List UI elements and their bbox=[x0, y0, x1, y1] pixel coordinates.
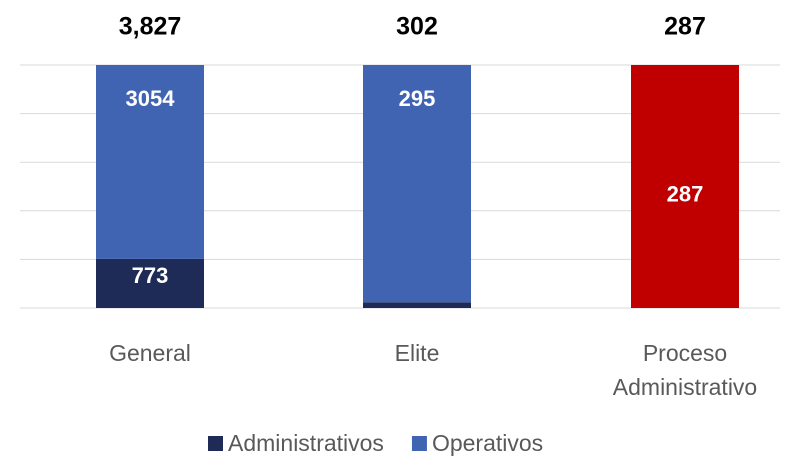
data-label: 287 bbox=[667, 181, 704, 206]
legend-swatch bbox=[411, 436, 427, 451]
bar-segment bbox=[363, 65, 471, 303]
legend-label: Operativos bbox=[432, 430, 543, 456]
x-tick-label: Proceso Administrativo bbox=[612, 340, 758, 400]
bar-segment bbox=[96, 258, 204, 308]
data-label: 773 bbox=[132, 263, 169, 288]
bar-segment bbox=[96, 65, 204, 259]
legend-label: Administrativos bbox=[228, 430, 384, 456]
data-label: 295 bbox=[399, 86, 436, 111]
x-tick-label: General bbox=[109, 340, 191, 366]
bar-segment bbox=[363, 302, 471, 308]
total-label: 302 bbox=[396, 13, 438, 41]
x-tick-label: Elite bbox=[394, 340, 440, 366]
bar-segment bbox=[631, 65, 739, 308]
data-label: 3054 bbox=[126, 86, 176, 111]
total-label: 3,827 bbox=[119, 13, 182, 41]
total-label: 287 bbox=[664, 13, 706, 41]
legend-swatch bbox=[208, 436, 223, 451]
